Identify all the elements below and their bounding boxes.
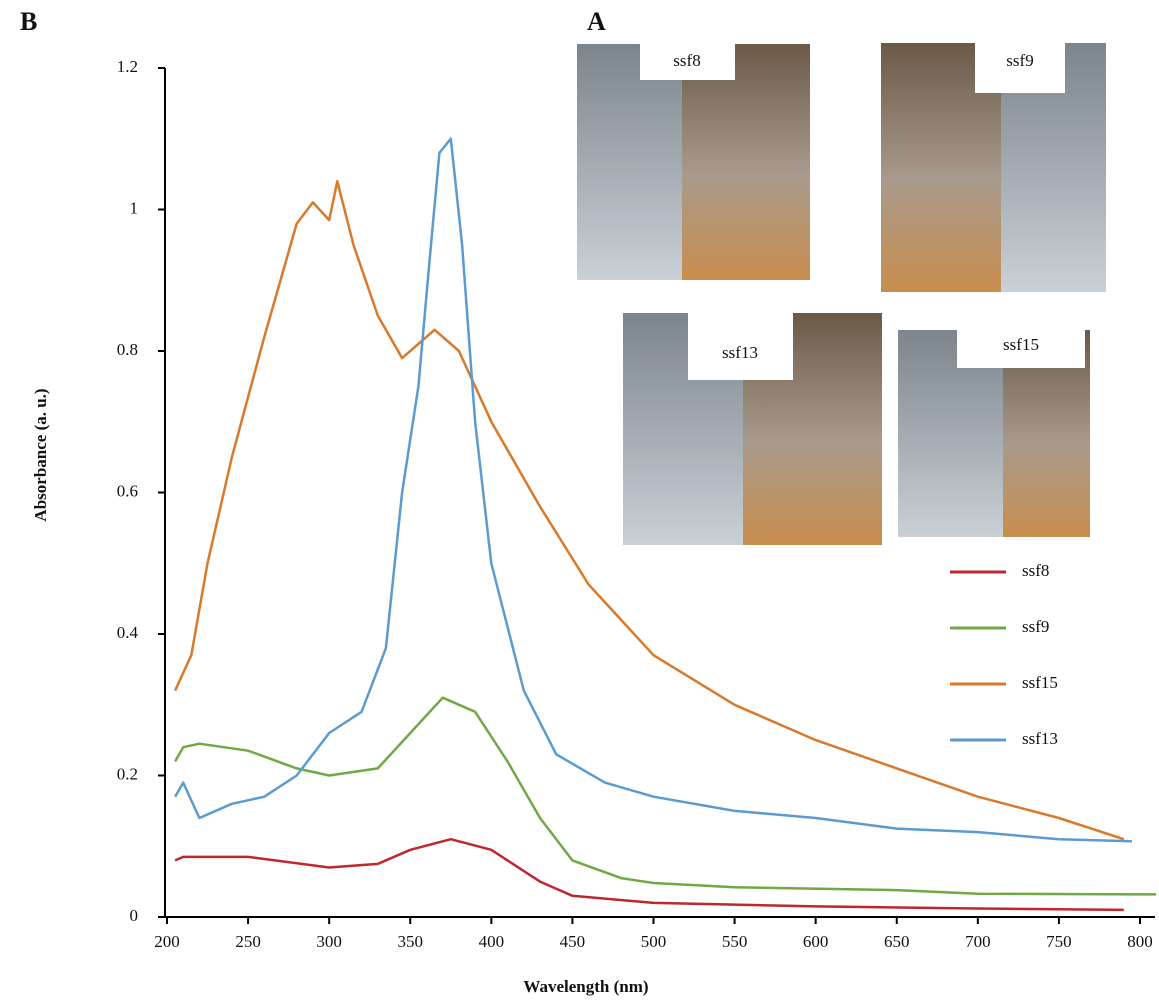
y-tick-label: 0.4 bbox=[117, 623, 139, 642]
x-tick-label: 800 bbox=[1127, 932, 1153, 951]
photo: ssf13 bbox=[623, 313, 882, 545]
y-tick-label: 1 bbox=[130, 198, 139, 217]
data-line bbox=[174, 837, 1124, 912]
x-axis-title: Wavelength (nm) bbox=[523, 977, 648, 996]
y-tick-label: 1.2 bbox=[117, 57, 138, 76]
y-axis-title: Absorbance (a. u.) bbox=[31, 388, 50, 521]
data-line bbox=[174, 137, 1132, 843]
x-tick-label: 350 bbox=[398, 932, 424, 951]
x-tick-label: 600 bbox=[803, 932, 829, 951]
y-tick-label: 0.6 bbox=[117, 481, 138, 500]
panel-label: A bbox=[587, 7, 606, 36]
photo-label: ssf15 bbox=[1003, 335, 1039, 354]
legend-label: ssf8 bbox=[1022, 561, 1049, 580]
legend-label: ssf15 bbox=[1022, 673, 1058, 692]
x-tick-label: 500 bbox=[641, 932, 667, 951]
photo-label: ssf9 bbox=[1006, 51, 1033, 70]
x-tick-label: 700 bbox=[965, 932, 991, 951]
photo: ssf9 bbox=[881, 43, 1106, 292]
x-tick-label: 250 bbox=[235, 932, 261, 951]
photo-label: ssf13 bbox=[722, 343, 758, 362]
data-line bbox=[174, 696, 1157, 896]
photo: ssf15 bbox=[898, 330, 1090, 537]
photo-label: ssf8 bbox=[673, 51, 700, 70]
photo: ssf8 bbox=[577, 43, 810, 280]
x-tick-label: 650 bbox=[884, 932, 910, 951]
x-tick-label: 300 bbox=[316, 932, 342, 951]
x-tick-label: 450 bbox=[560, 932, 586, 951]
y-tick-label: 0.8 bbox=[117, 340, 138, 359]
y-tick-label: 0.2 bbox=[117, 764, 138, 783]
x-tick-label: 200 bbox=[154, 932, 180, 951]
panel-label: B bbox=[20, 7, 37, 36]
x-tick-label: 400 bbox=[479, 932, 505, 951]
x-tick-label: 550 bbox=[722, 932, 748, 951]
legend-label: ssf9 bbox=[1022, 617, 1049, 636]
data-line bbox=[173, 179, 1125, 841]
legend-label: ssf13 bbox=[1022, 729, 1058, 748]
y-tick-label: 0 bbox=[130, 906, 139, 925]
x-tick-label: 750 bbox=[1046, 932, 1072, 951]
